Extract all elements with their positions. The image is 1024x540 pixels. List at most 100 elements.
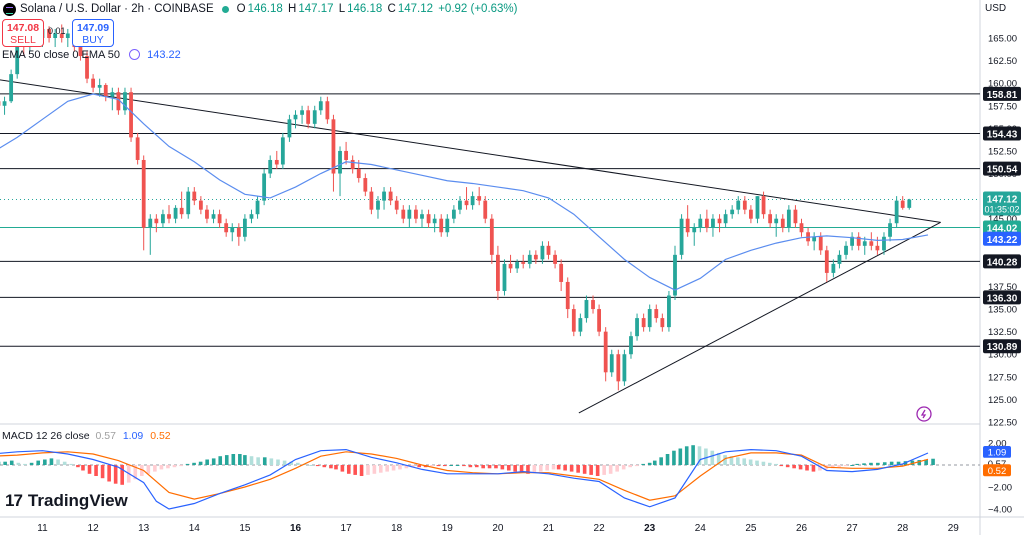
macd-hist-bar — [456, 465, 460, 466]
macd-hist-bar — [353, 465, 357, 475]
candle-body — [91, 79, 95, 88]
candle-body — [300, 110, 304, 115]
candle-body — [98, 85, 102, 88]
macd-hist-bar — [672, 451, 676, 465]
candle-body — [578, 318, 582, 332]
macd-legend-signal: 0.52 — [150, 430, 170, 442]
candle-body — [313, 110, 317, 124]
market-open-dot-icon — [222, 6, 229, 13]
candle-body — [344, 151, 348, 160]
macd-line — [0, 450, 928, 509]
candle-body — [224, 223, 228, 232]
macd-hist-bar — [296, 463, 300, 465]
candle-body — [541, 246, 545, 260]
macd-hist-bar — [539, 465, 543, 472]
macd-hist-bar — [855, 464, 859, 465]
time-tick-label: 22 — [594, 523, 606, 534]
macd-hist-bar — [589, 465, 593, 475]
candle-body — [781, 219, 785, 228]
currency-label[interactable]: USD — [985, 3, 1006, 14]
low-value: 146.18 — [347, 3, 382, 15]
candle-body — [800, 223, 804, 232]
macd-hist-bar — [147, 465, 151, 474]
candle-body — [680, 219, 684, 255]
macd-hist-bar — [659, 457, 663, 465]
candle-body — [357, 169, 361, 178]
macd-hist-bar — [812, 465, 816, 472]
buy-button[interactable]: 147.09 BUY — [72, 19, 114, 47]
macd-hist-bar — [366, 465, 370, 475]
macd-hist-bar — [36, 461, 40, 465]
candle-body — [458, 201, 462, 210]
candle-body — [161, 214, 165, 223]
level-price-text: 154.43 — [987, 130, 1018, 141]
time-tick-label: 14 — [189, 523, 201, 534]
trendline — [579, 222, 941, 413]
price-tick-label: 157.50 — [988, 101, 1017, 112]
macd-hist-bar — [398, 465, 402, 469]
sell-button[interactable]: 147.08 SELL — [2, 19, 44, 47]
candle-body — [167, 214, 171, 219]
macd-hist-bar — [179, 465, 183, 466]
tradingview-wordmark: TradingView — [28, 491, 128, 511]
macd-hist-bar — [704, 449, 708, 466]
macd-hist-bar — [430, 465, 434, 466]
candle-body — [136, 137, 140, 160]
candle-body — [363, 178, 367, 192]
candle-body — [869, 241, 873, 246]
sell-price: 147.08 — [3, 22, 43, 34]
candle-body — [831, 264, 835, 273]
candle-body — [553, 255, 557, 264]
candle-body — [332, 119, 336, 173]
signal-line — [0, 452, 928, 500]
candle-body — [819, 237, 823, 251]
candle-body — [692, 228, 696, 233]
candle-body — [787, 210, 791, 228]
candle-body — [154, 219, 158, 224]
macd-hist-bar — [837, 465, 841, 467]
candle-body — [718, 219, 722, 224]
candle-body — [389, 192, 393, 201]
macd-hist-bar — [583, 465, 587, 474]
candle-body — [844, 246, 848, 255]
candle-body — [465, 201, 469, 206]
candle-body — [483, 201, 487, 219]
candle-body — [654, 309, 658, 318]
macd-hist-bar — [88, 465, 92, 474]
level-price-text: 140.28 — [987, 257, 1018, 268]
macd-hist-bar — [316, 465, 320, 466]
time-tick-label: 15 — [239, 523, 251, 534]
candle-body — [730, 210, 734, 215]
macd-hist-bar — [120, 465, 124, 485]
ema-legend[interactable]: EMA 50 close 0 EMA 50 143.22 — [2, 49, 181, 61]
price-tick-label: 165.00 — [988, 34, 1017, 45]
macd-hist-bar — [648, 463, 652, 465]
macd-tick-label: −2.00 — [988, 483, 1012, 494]
macd-hist-bar — [392, 465, 396, 471]
macd-hist-bar — [890, 462, 894, 465]
macd-hist-bar — [641, 464, 645, 465]
candle-body — [705, 219, 709, 228]
candle-body — [452, 210, 456, 219]
candle-body — [591, 300, 595, 309]
candle-body — [281, 137, 285, 164]
open-label: O — [237, 3, 246, 15]
macd-hist-bar — [10, 461, 14, 465]
candle-body — [901, 201, 905, 208]
candle-body — [3, 101, 7, 106]
candle-body — [642, 318, 646, 327]
symbol-title[interactable]: Solana / U.S. Dollar · 2h · COINBASE — [20, 3, 214, 15]
macd-hist-bar — [736, 457, 740, 465]
candle-body — [382, 192, 386, 201]
candle-body — [515, 262, 519, 268]
time-tick-label: 25 — [745, 523, 757, 534]
refresh-icon[interactable] — [129, 49, 140, 60]
price-label-text: 143.22 — [987, 235, 1018, 246]
macd-hist-bar — [107, 465, 111, 482]
macd-legend[interactable]: MACD 12 26 close 0.57 1.09 0.52 — [2, 430, 171, 442]
high-value: 147.17 — [298, 3, 333, 15]
macd-hist-bar — [615, 465, 619, 472]
time-tick-label: 21 — [543, 523, 555, 534]
